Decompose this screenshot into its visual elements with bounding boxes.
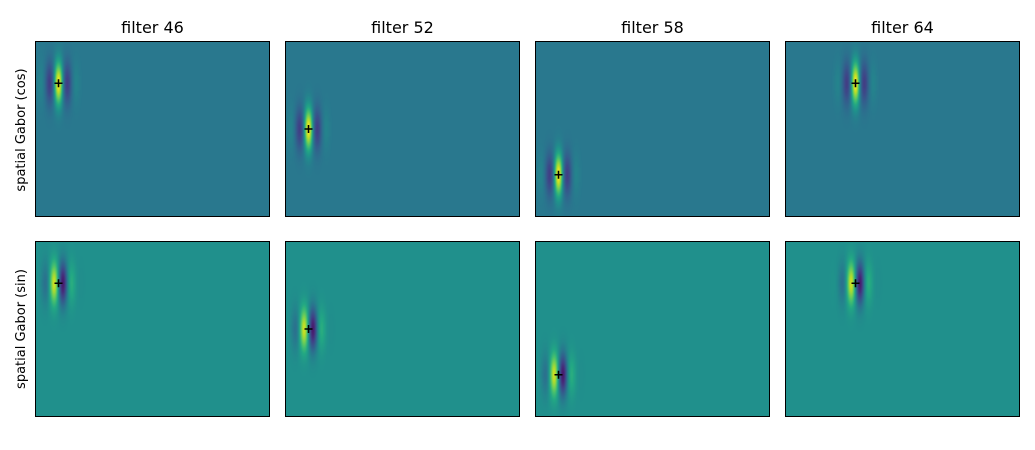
column-title-2: filter 52	[371, 18, 434, 37]
center-marker-sin-4	[851, 279, 860, 288]
panel-sin-2	[285, 241, 520, 417]
panel-sin-1	[35, 241, 270, 417]
axes-frame-cos-4	[785, 41, 1020, 217]
column-title-4: filter 64	[871, 18, 934, 37]
column-titles: filter 46 filter 52 filter 58 filter 64	[121, 18, 934, 37]
gabor-heatmap-cos-2	[285, 41, 520, 217]
center-marker-cos-1	[54, 79, 63, 88]
gabor-heatmap-cos-4	[785, 41, 1020, 217]
center-marker-cos-4	[851, 79, 860, 88]
axes-frame-sin-3	[535, 241, 770, 417]
row-label-cos: spatial Gabor (cos)	[14, 68, 29, 191]
gabor-heatmap-cos-1	[35, 41, 270, 217]
axes-frame-cos-2	[285, 41, 520, 217]
gabor-heatmap-sin-3	[535, 241, 770, 417]
panel-cos-2	[285, 41, 520, 217]
gabor-heatmap-sin-1	[35, 241, 270, 417]
axes-frame-sin-2	[285, 241, 520, 417]
column-title-3: filter 58	[621, 18, 684, 37]
axes-frame-sin-4	[785, 241, 1020, 417]
panel-sin-3	[535, 241, 770, 417]
panel-grid	[35, 41, 1020, 417]
center-marker-sin-3	[554, 370, 563, 379]
panel-sin-4	[785, 241, 1020, 417]
axes-frame-cos-3	[535, 41, 770, 217]
gabor-heatmap-cos-3	[535, 41, 770, 217]
center-marker-sin-2	[304, 325, 313, 333]
center-marker-cos-2	[304, 125, 313, 133]
center-marker-cos-3	[554, 170, 563, 179]
panel-cos-1	[35, 41, 270, 217]
axes-frame-cos-1	[35, 41, 270, 217]
axes-frame-sin-1	[35, 241, 270, 417]
panel-cos-4	[785, 41, 1020, 217]
column-title-1: filter 46	[121, 18, 184, 37]
row-label-sin: spatial Gabor (sin)	[14, 269, 29, 389]
gabor-heatmap-sin-4	[785, 241, 1020, 417]
center-marker-sin-1	[54, 279, 63, 288]
row-labels: spatial Gabor (cos) spatial Gabor (sin)	[14, 68, 29, 389]
panel-cos-3	[535, 41, 770, 217]
gabor-heatmap-sin-2	[285, 241, 520, 417]
